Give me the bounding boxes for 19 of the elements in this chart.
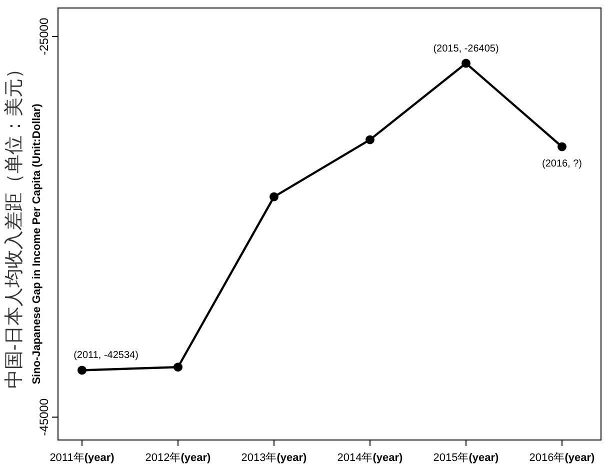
x-tick-label: 2011年(year) <box>50 452 115 464</box>
point <box>270 192 278 202</box>
y-axis-title: 中国-日本人均收入差距（单位：美元） <box>3 59 25 389</box>
point <box>558 142 566 152</box>
x-tick-label: 2015年(year) <box>433 452 500 464</box>
y-tick-label: -45000 <box>37 398 51 436</box>
point <box>366 135 374 144</box>
x-tick-label: 2014年(year) <box>337 452 404 464</box>
point <box>462 58 470 68</box>
annotation: (2016, ?) <box>542 158 582 170</box>
point <box>174 362 182 372</box>
annotation: (2015, -26405) <box>433 43 499 54</box>
text: Sino-Japanese Gap in Income Per Capita (Unit:Dollar) <box>31 103 43 384</box>
point <box>78 366 86 375</box>
x-tick-label: 2012年(year) <box>145 452 212 464</box>
annotation: (2011, -42534) <box>74 350 138 362</box>
x-tick-label: 2016年(year) <box>529 452 596 464</box>
x-tick-label: 2013年(year) <box>241 452 308 464</box>
y-tick-label: -25000 <box>37 18 51 56</box>
